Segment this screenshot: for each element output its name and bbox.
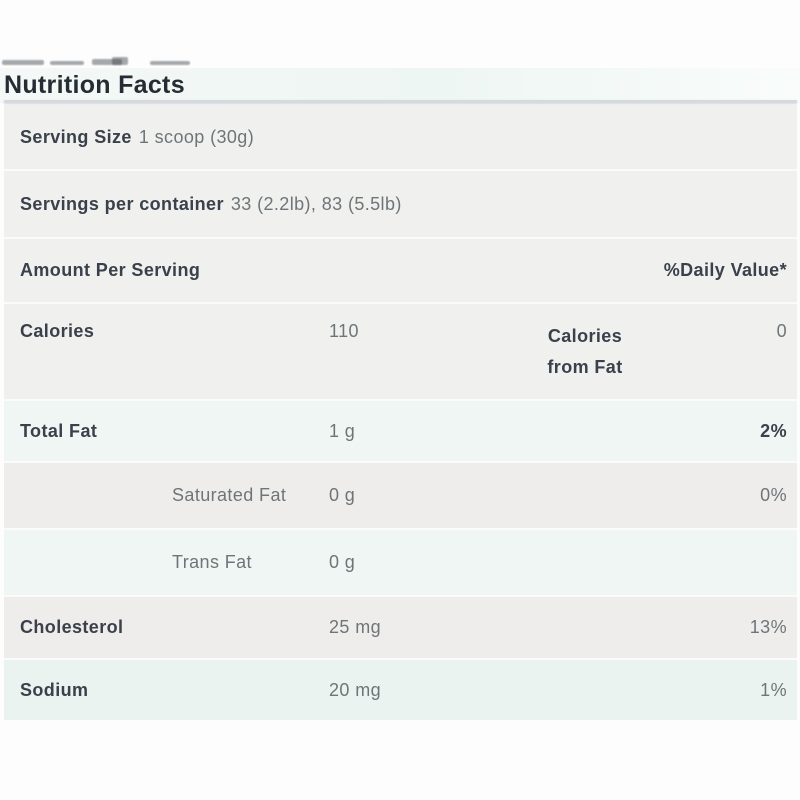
row-label-text: Cholesterol: [20, 617, 124, 637]
row-daily-value: 0%: [760, 485, 787, 505]
row-label: Trans Fat: [20, 552, 329, 573]
row-label: Cholesterol: [20, 617, 329, 638]
table-row: Sodium 20 mg 1%: [4, 660, 797, 720]
row-amount: 25 mg: [329, 617, 382, 637]
row-label: Calories: [20, 321, 95, 341]
daily-value-header: %Daily Value*: [663, 260, 787, 280]
row-amount: 110: [329, 321, 359, 341]
table-row: Serving Size 1 scoop (30g): [4, 105, 797, 169]
table-row: Servings per container 33 (2.2lb), 83 (5.…: [4, 171, 797, 237]
amount-per-serving-header: Amount Per Serving: [20, 260, 201, 280]
table-row: Calories 110 Calories from Fat 0: [4, 304, 797, 399]
row-label: Sodium: [20, 680, 329, 701]
row-daily-value: 1%: [760, 679, 787, 700]
row-value: 33 (2.2lb), 83 (5.5lb): [230, 193, 402, 214]
table-row: Saturated Fat 0 g 0%: [4, 463, 797, 528]
row-label-text: Sodium: [20, 679, 89, 700]
calories-from-fat-label: Calories from Fat: [547, 326, 623, 377]
title-band: [0, 68, 800, 103]
page-title: Nutrition Facts: [4, 71, 185, 99]
calories-from-fat-cell: Calories from Fat: [499, 321, 671, 383]
table-row: Amount Per Serving %Daily Value*: [4, 239, 797, 302]
row-label: Servings per container: [20, 193, 224, 214]
row-amount: 0 g: [329, 552, 356, 572]
row-label: Serving Size: [20, 126, 132, 147]
cropped-text-artifact: [0, 0, 240, 70]
row-label-text: Total Fat: [20, 420, 98, 441]
row-daily-value: 2%: [760, 420, 787, 441]
row-daily-value: 0: [776, 321, 787, 341]
row-amount: 20 mg: [329, 679, 382, 700]
row-value: 1 scoop (30g): [138, 126, 255, 147]
row-label: Total Fat: [20, 421, 329, 442]
table-row: Cholesterol 25 mg 13%: [4, 597, 797, 658]
row-label-text: Saturated Fat: [172, 485, 287, 505]
row-amount: 0 g: [329, 485, 356, 505]
row-label: Saturated Fat: [20, 485, 329, 506]
title-underline: [4, 100, 797, 103]
row-label-text: Trans Fat: [172, 552, 252, 572]
row-daily-value: 13%: [749, 617, 787, 637]
nutrition-table: Serving Size 1 scoop (30g) Servings per co…: [4, 105, 797, 720]
row-amount: 1 g: [329, 420, 356, 441]
table-row: Trans Fat 0 g: [4, 530, 797, 595]
table-row: Total Fat 1 g 2%: [4, 401, 797, 461]
